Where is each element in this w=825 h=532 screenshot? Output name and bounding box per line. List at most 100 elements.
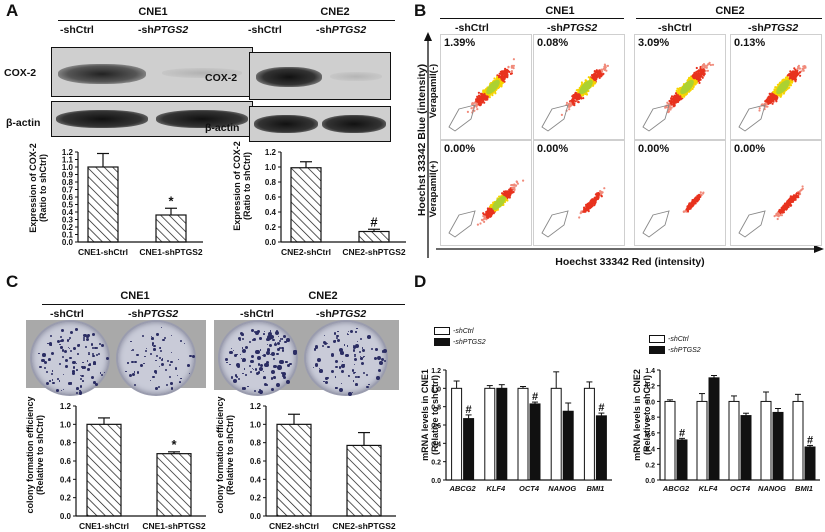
event-dot [702, 63, 706, 66]
event-dot [481, 98, 484, 101]
sp-percentage: 1.39% [444, 37, 476, 49]
event-dot [512, 186, 515, 189]
colony [128, 374, 132, 378]
colony [272, 338, 275, 342]
colony [241, 333, 244, 336]
colony [352, 344, 356, 347]
colony [251, 338, 254, 341]
category-label: CNE2-shPTGS2 [342, 247, 406, 257]
colony [271, 351, 276, 357]
category-label: ABCG2 [662, 484, 690, 493]
colony [69, 337, 72, 340]
event-dot [592, 84, 595, 87]
colony [74, 328, 78, 332]
bar [155, 214, 187, 243]
colony [322, 344, 325, 347]
colony [45, 381, 50, 385]
colony [266, 360, 270, 364]
event-dot [786, 78, 789, 81]
colony [366, 385, 369, 389]
colony [39, 365, 42, 369]
colony [87, 334, 90, 337]
colony [68, 338, 70, 340]
colony [248, 340, 251, 343]
colony [266, 350, 271, 356]
colony [252, 356, 254, 358]
colony [243, 387, 247, 390]
bar [86, 423, 122, 517]
colony [357, 375, 360, 379]
colony [255, 330, 259, 335]
event-dot [522, 179, 525, 182]
y-tick-label: 0.8 [60, 439, 72, 448]
event-dot [690, 76, 693, 79]
colony [322, 380, 325, 383]
colony [229, 363, 231, 366]
colony [98, 352, 101, 355]
event-dot [575, 98, 578, 101]
event-dot [491, 94, 494, 97]
blot-cne2-cox2 [249, 52, 391, 100]
event-dot [492, 212, 495, 215]
panel-b-cne1-title: CNE1 [545, 5, 575, 17]
event-dot [496, 74, 499, 77]
category-label: CNE2-shPTGS2 [332, 521, 396, 531]
colony [104, 372, 106, 374]
event-dot [506, 70, 509, 73]
event-dot [794, 78, 797, 82]
colony [72, 361, 74, 363]
colony [315, 345, 319, 349]
event-dot [797, 64, 800, 67]
event-dot [506, 199, 509, 202]
colony [76, 369, 78, 371]
y-tick-label: 1.1 [62, 156, 74, 165]
colony [83, 333, 87, 337]
colony [68, 348, 70, 350]
colony [96, 353, 98, 356]
density-core [486, 79, 500, 95]
event-dot [776, 217, 779, 221]
bar-shptgs2 [562, 410, 574, 481]
colony [169, 381, 173, 385]
event-dot [779, 93, 782, 96]
event-dot [507, 65, 510, 68]
y-tick-label: 0.0 [60, 512, 72, 521]
colony [131, 349, 133, 351]
category-label: OCT4 [519, 484, 540, 493]
bar-shctrl [792, 400, 804, 481]
colony [337, 338, 341, 342]
colony [152, 376, 155, 379]
colony [345, 353, 349, 357]
y-tick-label: 0.0 [431, 478, 441, 485]
colony [277, 365, 282, 370]
colony [262, 354, 266, 357]
colony [352, 392, 354, 394]
colony [285, 361, 288, 364]
flow-plot-verapamil-pos-3: 0.00% [634, 140, 726, 246]
event-dot [599, 191, 602, 194]
panel-a-cne2-col-shptgs2: -shPTGS2 [316, 24, 367, 36]
event-dot [582, 94, 585, 97]
y-tick-label: 0.4 [250, 475, 262, 484]
event-dot [488, 96, 491, 99]
y-tick-label: 1.2 [431, 368, 441, 375]
plate-cne1-shptgs2 [116, 320, 196, 396]
band-cne2-actin-shctrl [254, 115, 318, 133]
colony [170, 334, 172, 336]
event-dot [583, 210, 586, 213]
colony [251, 355, 255, 359]
y-tick-label: 0.8 [62, 178, 74, 187]
event-dot [512, 64, 515, 67]
event-dot [794, 72, 797, 76]
sp-percentage: 0.00% [638, 143, 670, 155]
density-core [492, 195, 506, 211]
colony [94, 382, 98, 386]
y-tick-label: 0.6 [645, 431, 655, 438]
chart-c-cne1: 0.00.20.40.60.81.01.2CNE1-shCtrl*CNE1-sh… [60, 402, 206, 531]
colony [49, 380, 51, 382]
event-dot [500, 72, 503, 75]
colony [159, 349, 163, 352]
significance-mark: * [171, 437, 177, 452]
event-dot [593, 198, 596, 201]
sp-percentage: 0.00% [444, 143, 476, 155]
